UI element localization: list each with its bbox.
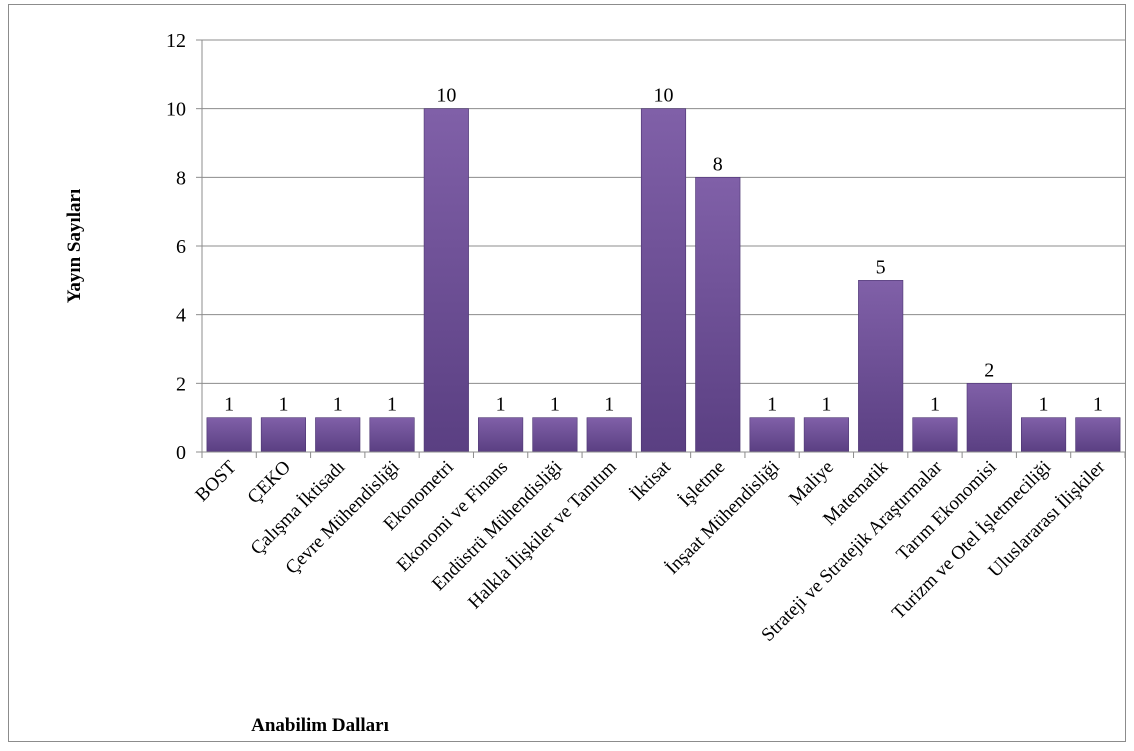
- bar: [315, 417, 361, 453]
- bar: [803, 417, 849, 453]
- bar: [912, 417, 958, 453]
- y-tick-label: 0: [176, 442, 186, 464]
- data-label: 1: [496, 394, 506, 416]
- y-axis-title: Yayın Sayıları: [64, 189, 85, 304]
- data-label: 1: [333, 394, 343, 416]
- data-label: 2: [984, 359, 994, 381]
- data-label: 1: [1093, 394, 1103, 416]
- x-tick-label: İktisat: [627, 456, 676, 505]
- bar: [206, 417, 252, 453]
- bar: [1075, 417, 1121, 453]
- y-tick-label: 8: [176, 167, 186, 189]
- data-label: 1: [767, 394, 777, 416]
- bar: [749, 417, 795, 453]
- y-tick-label: 4: [176, 305, 186, 327]
- data-label: 1: [278, 394, 288, 416]
- x-tick-label: BOST: [191, 456, 240, 505]
- y-tick-label: 2: [176, 373, 186, 395]
- data-label: 1: [224, 394, 234, 416]
- bar: [586, 417, 632, 453]
- bar: [532, 417, 578, 453]
- data-label: 8: [713, 153, 723, 175]
- bar: [640, 108, 687, 453]
- bar: [260, 417, 307, 453]
- bar: [858, 280, 904, 453]
- y-tick-label: 10: [166, 99, 186, 121]
- bar: [695, 177, 741, 453]
- bar: [966, 383, 1012, 453]
- x-tick-label: ÇEKO: [244, 457, 295, 508]
- data-label: 1: [604, 394, 614, 416]
- bar: [1020, 417, 1067, 453]
- data-label: 5: [876, 256, 886, 278]
- data-label: 10: [654, 85, 674, 107]
- bar: [478, 417, 524, 453]
- y-tick-label: 6: [176, 236, 186, 258]
- bar: [369, 417, 415, 453]
- axes: [196, 39, 1126, 458]
- data-label: 1: [1039, 394, 1049, 416]
- bar: [423, 108, 469, 453]
- x-tick-label: Maliye: [785, 457, 838, 510]
- bars: [206, 108, 1121, 453]
- y-tick-label: 12: [166, 30, 186, 52]
- data-label: 1: [821, 394, 831, 416]
- x-tick-label: Çalışma İktisadı: [247, 457, 350, 560]
- x-tick-label: Tarım Ekonomisi: [892, 457, 1000, 565]
- x-axis-title: Anabilim Dalları: [251, 715, 389, 736]
- data-label: 1: [930, 394, 940, 416]
- data-label: 1: [387, 394, 397, 416]
- data-labels: 1 1 1 1 10 1 1 1 10 8 1 1 5 1 2 1 1: [224, 85, 1103, 416]
- y-tick-labels: 0 2 4 6 8 10 12: [166, 30, 186, 464]
- data-label: 10: [436, 85, 456, 107]
- data-label: 1: [550, 394, 560, 416]
- chart-frame: 1 1 1 1 10 1 1 1 10 8 1 1 5 1 2 1 1 0 2 4 6 8 10 12 BOST ÇEKO Ça…: [8, 4, 1126, 742]
